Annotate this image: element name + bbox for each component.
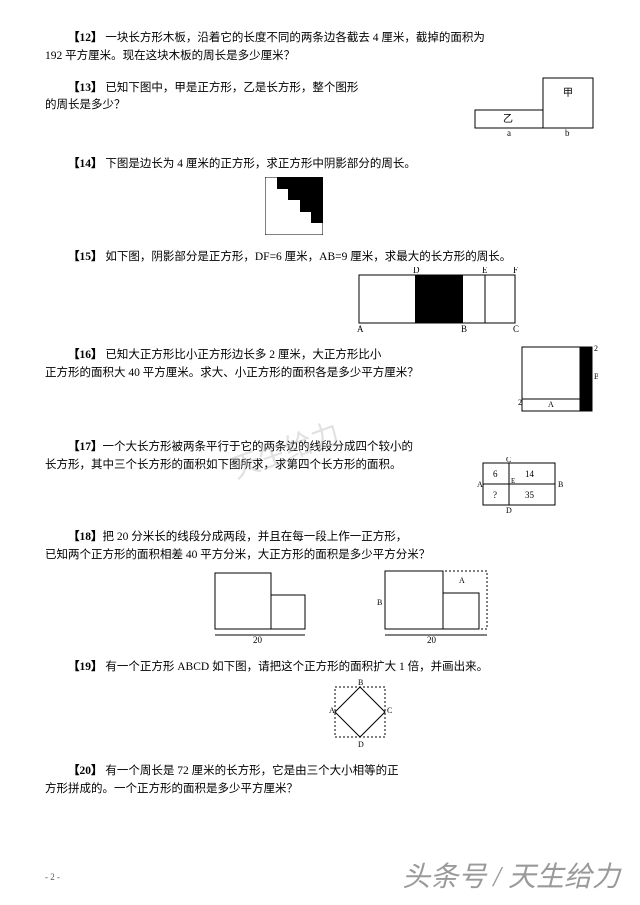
problem-15-text: 【15】 如下图，阴影部分是正方形，DF=6 厘米，AB=9 厘米，求最大的长方…: [45, 249, 595, 267]
problem-12-text: 【12】 一块长方形木板，沿着它的长度不同的两条边各截去 4 厘米，截掉的面积为: [45, 30, 595, 48]
problem-13-line1: 已知下图中，甲是正方形，乙是长方形，整个图形: [103, 82, 359, 94]
problem-20-line1: 有一个周长是 72 厘米的长方形，它是由三个大小相等的正: [103, 765, 399, 777]
val-17-tl: 6: [493, 469, 498, 479]
problem-16-line1: 已知大正方形比小正方形边长多 2 厘米，大正方形比小: [103, 349, 382, 361]
problem-13: 甲 乙 a b 【13】 已知下图中，甲是正方形，乙是长方形，整个图形 的周长是…: [45, 80, 595, 142]
label-17-B: B: [558, 480, 563, 489]
label-18-20b: 20: [427, 635, 437, 645]
problem-19: 【19】 有一个正方形 ABCD 如下图，请把这个正方形的面积扩大 1 倍，并画…: [45, 659, 595, 749]
problem-18-line1: 把 20 分米长的线段分成两段，并且在每一段上作一正方形，: [103, 531, 408, 543]
label-15-C: C: [513, 324, 519, 333]
figure-14-svg: [265, 177, 323, 235]
label-18-B: B: [377, 598, 382, 607]
page-number: - 2 -: [45, 871, 60, 885]
problem-19-text: 【19】 有一个正方形 ABCD 如下图，请把这个正方形的面积扩大 1 倍，并画…: [45, 659, 595, 677]
figure-16: 2 2 A B: [518, 343, 598, 419]
label-15-F: F: [513, 267, 518, 275]
figure-13-svg: 甲 乙 a b: [455, 76, 595, 136]
problem-12-num: 【12】: [68, 32, 103, 44]
figure-19: A B C D: [325, 677, 397, 749]
figure-16-svg: 2 2 A B: [518, 343, 598, 419]
problem-20-text: 【20】 有一个周长是 72 厘米的长方形，它是由三个大小相等的正: [45, 763, 595, 781]
problem-17-line1: 一个大长方形被两条平行于它的两条边的线段分成四个较小的: [103, 441, 414, 453]
figure-17-svg: 6 14 ? 35 C D A B E: [475, 457, 565, 513]
label-17-E: E: [511, 477, 515, 485]
label-16-two-r: 2: [594, 344, 598, 353]
problem-14-num: 【14】: [68, 158, 103, 170]
problem-16: 2 2 A B 【16】 已知大正方形比小正方形边长多 2 厘米，大正方形比小 …: [45, 347, 595, 425]
label-16-B: B: [594, 372, 598, 381]
problem-14-text: 【14】 下图是边长为 4 厘米的正方形，求正方形中阴影部分的周长。: [45, 156, 595, 174]
figure-17: 6 14 ? 35 C D A B E: [475, 457, 565, 513]
figure-18-svg: 20 A B 20: [205, 565, 525, 645]
problem-20: 【20】 有一个周长是 72 厘米的长方形，它是由三个大小相等的正 方形拼成的。…: [45, 763, 595, 799]
problem-18-num: 【18】: [68, 531, 103, 543]
problem-19-line1: 有一个正方形 ABCD 如下图，请把这个正方形的面积扩大 1 倍，并画出来。: [103, 661, 489, 673]
problem-15-num: 【15】: [68, 251, 103, 263]
label-17-C: C: [506, 457, 511, 464]
problem-18-text: 【18】把 20 分米长的线段分成两段，并且在每一段上作一正方形，: [45, 529, 595, 547]
figure-15-svg: A B C D E F: [355, 267, 520, 333]
problem-16-line2: 正方形的面积大 40 平方厘米。求大、小正方形的面积各是多少平方厘米？: [45, 365, 595, 383]
problem-20-line2: 方形拼成的。一个正方形的面积是多少平方厘米？: [45, 781, 595, 799]
problem-16-num: 【16】: [68, 349, 103, 361]
label-15-A: A: [357, 324, 364, 333]
problem-18-line2: 已知两个正方形的面积相差 40 平方分米，大正方形的面积是多少平方分米？: [45, 547, 595, 565]
problem-15-line1: 如下图，阴影部分是正方形，DF=6 厘米，AB=9 厘米，求最大的长方形的周长。: [103, 251, 512, 263]
label-18-A: A: [459, 576, 465, 585]
label-15-B: B: [461, 324, 467, 333]
label-19-C: C: [387, 706, 392, 715]
problem-15: 【15】 如下图，阴影部分是正方形，DF=6 厘米，AB=9 厘米，求最大的长方…: [45, 249, 595, 333]
problem-14: 【14】 下图是边长为 4 厘米的正方形，求正方形中阴影部分的周长。: [45, 156, 595, 236]
label-19-D: D: [358, 740, 364, 749]
val-17-bl: ?: [493, 490, 497, 500]
figure-19-svg: A B C D: [325, 677, 397, 749]
figure-15: A B C D E F: [355, 267, 520, 333]
problem-12-line1: 一块长方形木板，沿着它的长度不同的两条边各截去 4 厘米，截掉的面积为: [103, 32, 485, 44]
label-15-D: D: [413, 267, 420, 275]
label-b: b: [565, 128, 570, 136]
label-17-D: D: [506, 506, 512, 513]
problem-17-text: 【17】一个大长方形被两条平行于它的两条边的线段分成四个较小的: [45, 439, 595, 457]
problem-17-num: 【17】: [68, 441, 103, 453]
label-a: a: [507, 128, 511, 136]
figure-14: [265, 177, 323, 235]
label-16-A: A: [548, 400, 554, 409]
figure-18: 20 A B 20: [205, 565, 525, 645]
problem-17: 6 14 ? 35 C D A B E 【17】一个大长方形被两条平行于它的两条…: [45, 439, 595, 515]
problem-12-line2: 192 平方厘米。现在这块木板的周长是多少厘米？: [45, 48, 595, 66]
problem-16-text: 【16】 已知大正方形比小正方形边长多 2 厘米，大正方形比小: [45, 347, 595, 365]
label-19-B: B: [358, 678, 363, 687]
problem-19-num: 【19】: [68, 661, 103, 673]
label-18-20a: 20: [253, 635, 263, 645]
val-17-tr: 14: [525, 469, 535, 479]
problem-13-num: 【13】: [68, 82, 103, 94]
problem-14-line1: 下图是边长为 4 厘米的正方形，求正方形中阴影部分的周长。: [103, 158, 416, 170]
label-16-two-l: 2: [518, 398, 522, 407]
val-17-br: 35: [525, 490, 535, 500]
figure-13: 甲 乙 a b: [455, 76, 595, 136]
label-jia: 甲: [563, 88, 573, 99]
document-page: 【12】 一块长方形木板，沿着它的长度不同的两条边各截去 4 厘米，截掉的面积为…: [0, 0, 640, 905]
label-15-E: E: [482, 267, 488, 275]
problem-12: 【12】 一块长方形木板，沿着它的长度不同的两条边各截去 4 厘米，截掉的面积为…: [45, 30, 595, 66]
problem-20-num: 【20】: [68, 765, 103, 777]
label-17-A: A: [477, 480, 483, 489]
watermark-bottom: 头条号 / 天生给力: [402, 856, 620, 899]
label-19-A: A: [329, 706, 335, 715]
problem-18: 【18】把 20 分米长的线段分成两段，并且在每一段上作一正方形， 已知两个正方…: [45, 529, 595, 645]
label-yi: 乙: [503, 113, 513, 125]
